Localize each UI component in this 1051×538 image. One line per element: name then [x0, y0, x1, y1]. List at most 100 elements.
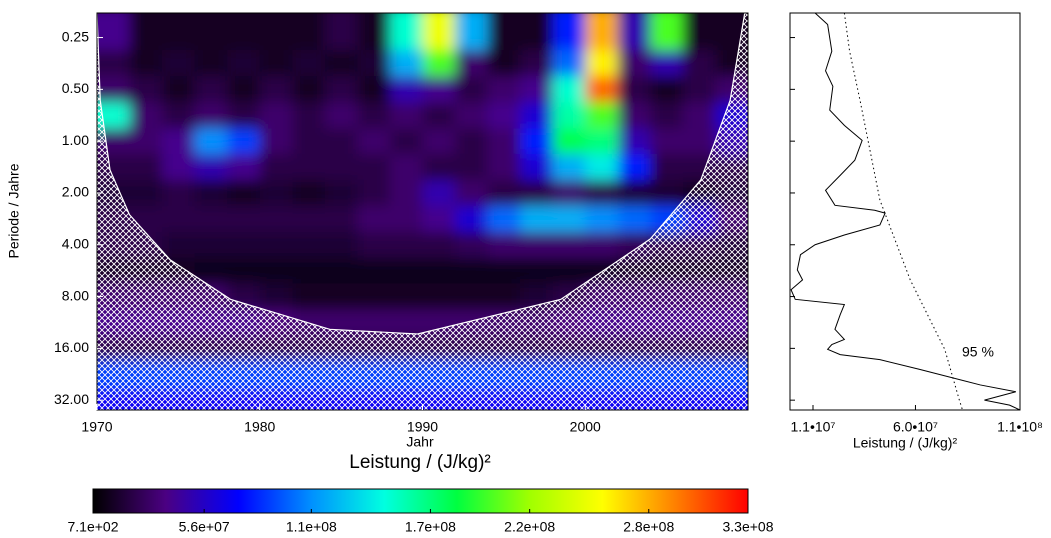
heat-cell [585, 179, 619, 207]
x-tick-label: 6.0•10⁷ [893, 419, 938, 435]
heat-cell [162, 102, 196, 129]
heat-cell [194, 50, 228, 77]
heat-cell [292, 102, 326, 129]
power-line [790, 12, 1021, 411]
colorbar-tick-label: 1.1e+08 [286, 519, 337, 535]
heat-cell [389, 153, 423, 181]
heat-cell [357, 76, 391, 103]
heat-cell [227, 13, 261, 51]
heat-cell [422, 179, 456, 207]
heat-cell [585, 76, 619, 103]
heat-cell [585, 128, 619, 155]
heat-cell [487, 50, 521, 77]
heat-cell [682, 128, 716, 155]
heat-cell [389, 309, 423, 336]
colorbar-tick-label: 2.2e+08 [504, 519, 555, 535]
heatmap [97, 13, 748, 410]
cone-of-influence [97, 13, 746, 335]
heat-cell [292, 205, 326, 233]
heat-cell [455, 257, 489, 285]
colorbar-tick-label: 1.7e+08 [405, 519, 456, 535]
heat-cell [389, 231, 423, 259]
heat-cell [324, 128, 358, 155]
heat-cell [292, 179, 326, 207]
heat-cell [520, 231, 554, 259]
heat-cell [422, 102, 456, 129]
heat-cell [194, 231, 228, 259]
colorbar [92, 488, 749, 514]
heat-cell [650, 102, 684, 129]
heat-cell [129, 128, 163, 155]
heat-cell [357, 153, 391, 181]
heat-cell [324, 231, 358, 259]
heat-cell [682, 13, 716, 51]
heat-cell [194, 205, 228, 233]
heat-cell [552, 205, 586, 233]
heat-cell [617, 76, 651, 103]
x-tick-label: 1.1•10⁷ [790, 419, 835, 435]
heat-cell [357, 283, 391, 310]
heat-cell [162, 179, 196, 207]
heat-cell [455, 283, 489, 310]
heat-cell [487, 128, 521, 155]
heat-cell [487, 102, 521, 129]
heat-cell [520, 13, 554, 51]
x-tick-label: 1980 [244, 419, 275, 435]
heat-cell [259, 179, 293, 207]
heat-cell [259, 128, 293, 155]
heat-cell [162, 76, 196, 103]
heat-cell [129, 153, 163, 181]
heat-cell [162, 50, 196, 77]
heat-cell [227, 257, 261, 285]
heat-cell [520, 205, 554, 233]
cone-hatch [97, 13, 748, 410]
heat-cell [389, 13, 423, 51]
heat-cell [129, 76, 163, 103]
heat-cell [455, 205, 489, 233]
heat-cell [357, 205, 391, 233]
y-tick-label: 4.00 [62, 235, 89, 251]
heat-cell [162, 13, 196, 51]
heat-cell [259, 231, 293, 259]
y-axis-label: Periode / Jahre [6, 163, 22, 258]
heat-cell [227, 102, 261, 129]
heat-cell [227, 205, 261, 233]
heat-cell [422, 205, 456, 233]
heat-cell [552, 257, 586, 285]
heat-cell [259, 50, 293, 77]
heat-cell [292, 50, 326, 77]
heat-cell [487, 76, 521, 103]
x-axis-label: Jahr [406, 434, 434, 450]
heat-cell [422, 76, 456, 103]
plot-frame [789, 12, 1021, 411]
y-tick-label: 0.50 [62, 80, 89, 96]
heat-cell [455, 128, 489, 155]
heat-cell [259, 102, 293, 129]
heat-cell [650, 179, 684, 207]
heat-cell [162, 128, 196, 155]
heat-cell [650, 153, 684, 181]
heat-cell [552, 76, 586, 103]
heat-cell [162, 153, 196, 181]
heat-cell [389, 128, 423, 155]
heat-cell [422, 13, 456, 51]
heat-cell [455, 231, 489, 259]
heat-cell [682, 102, 716, 129]
heat-cell [585, 231, 619, 259]
colorbar-tick-label: 7.1e+02 [68, 519, 119, 535]
heat-cell [389, 50, 423, 77]
heat-cell [324, 153, 358, 181]
colorbar-title: Leistung / (J/kg)² [349, 452, 491, 473]
heat-cell [324, 50, 358, 77]
heat-cell [194, 13, 228, 51]
heat-cell [227, 76, 261, 103]
heat-cell [520, 102, 554, 129]
heat-cell [422, 231, 456, 259]
heat-cell [617, 50, 651, 77]
heat-cell [324, 257, 358, 285]
heat-cell [422, 153, 456, 181]
heat-cell [617, 153, 651, 181]
x-tick-label: 1970 [81, 419, 112, 435]
colorbar-tick-label: 2.8e+08 [623, 519, 674, 535]
y-tick-label: 1.00 [62, 132, 89, 148]
